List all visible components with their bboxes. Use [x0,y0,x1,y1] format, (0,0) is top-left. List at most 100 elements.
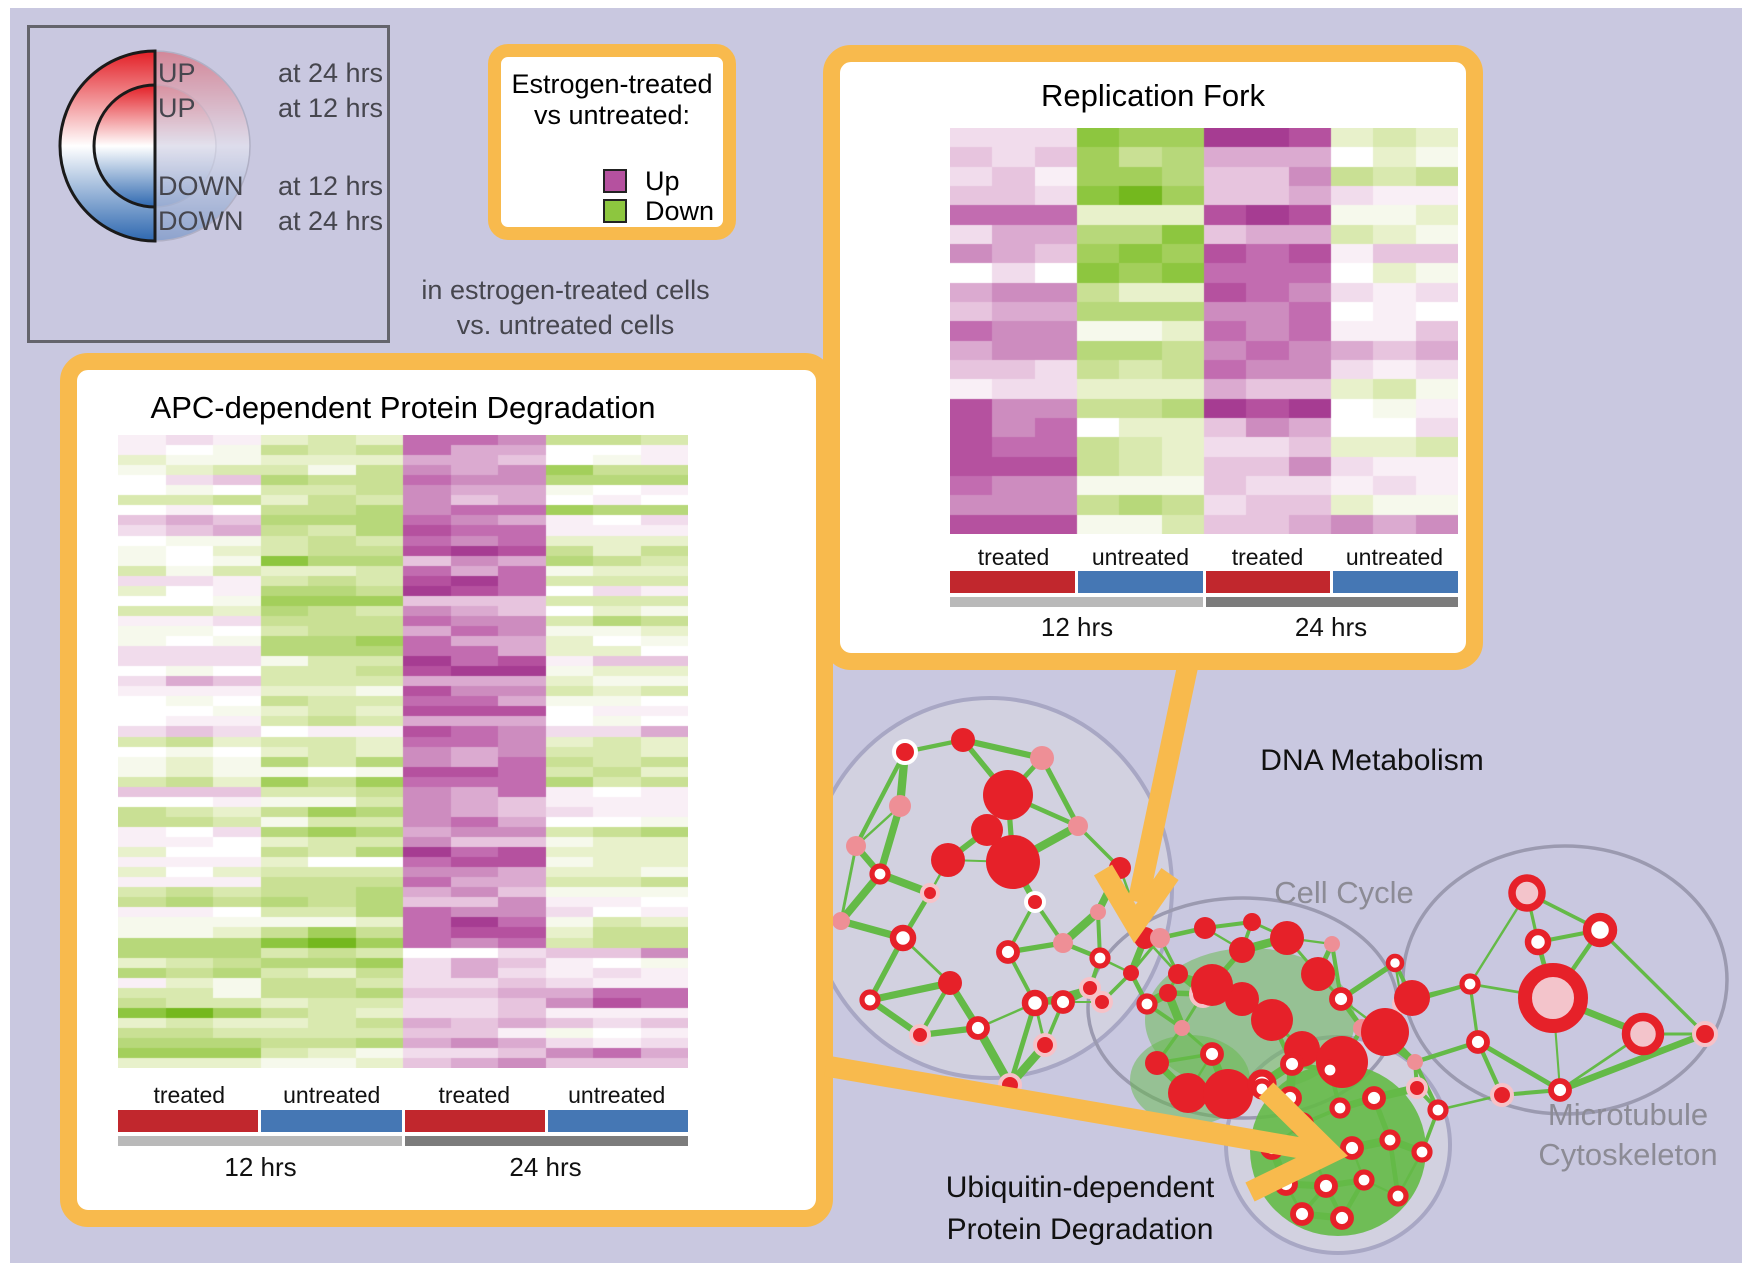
treated-bar [404,1110,545,1132]
network-node [1290,1112,1314,1136]
network-node [1582,912,1618,948]
network-edge [876,802,904,878]
network-node [1123,965,1139,981]
network-edge [853,749,908,849]
network-node [938,971,962,995]
network-node [1411,1141,1433,1163]
network-node [1090,904,1106,920]
scale-dir-up-24: UP [158,58,196,88]
group-label: untreated [1091,544,1190,570]
time-label-12: 12 hrs [224,1152,297,1182]
network-node [1524,928,1552,956]
network-node [1051,990,1075,1014]
network-node [1136,993,1158,1015]
network-node [1024,891,1046,913]
legend-item-down: Down [603,196,715,226]
network-edge [1475,1039,1563,1093]
updown-title-line2: vs untreated: [533,100,691,130]
replication-group-labels: treated untreated treated untreated [950,544,1458,570]
time-label-24: 24 hrs [1294,612,1368,642]
group-label: untreated [1345,544,1444,570]
network-node [1260,1136,1284,1160]
network-node [1274,1172,1298,1196]
network-node [1301,957,1335,991]
up-magenta-swatch-icon [603,169,627,193]
network-node [1518,963,1588,1033]
untreated-bar [261,1110,402,1132]
treated-bar [1205,571,1331,593]
network-node [1340,1136,1364,1160]
legend-item-up: Up [603,166,680,196]
cluster-label: Microtubule [1548,1097,1708,1132]
network-node [1490,1083,1514,1107]
network-node [1394,980,1430,1016]
scale-time-24: at 24 hrs [278,58,384,88]
network-node [1508,874,1546,912]
network-node [1329,1097,1351,1119]
network-node [1150,928,1170,948]
network-node [1692,1021,1718,1047]
network-node [996,940,1020,964]
network-node [1361,1008,1409,1056]
network-node [1278,1086,1302,1110]
network-node [983,770,1033,820]
network-node [1168,1073,1208,1113]
network-node [1314,1174,1338,1198]
time-label-12: 12 hrs [1040,612,1114,642]
updown-gradient-circles-icon [58,49,251,243]
network-node [1079,977,1101,999]
replication-heatmap [950,128,1458,534]
scale-dir-down-24: DOWN [158,206,244,236]
network-node [889,795,911,817]
untreated-bar [1077,571,1203,593]
network-node [1324,936,1340,952]
network-node [1145,1051,1169,1075]
apc-group-labels: treated untreated treated untreated [118,1082,688,1108]
network-node [1280,1052,1304,1076]
group-label: treated [1231,544,1304,570]
network-edge [1598,928,1707,1036]
network-node [1385,953,1405,973]
group-label: untreated [568,1082,666,1108]
network-node [832,912,850,930]
color-scale-legend: UP at 24 hrs UP at 12 hrs DOWN at 12 hrs… [27,25,710,343]
apc-condition-bars [118,1110,688,1132]
network-node [1053,933,1073,953]
network-node [846,836,866,856]
network-node [1068,816,1088,836]
apc-heatmap [118,435,688,1068]
network-node [1159,984,1177,1002]
network-edge [1039,755,1081,829]
untreated-bar [1333,571,1458,593]
network-node [1319,1059,1341,1081]
cluster-label: Protein Degradation [947,1213,1214,1246]
network-node [1466,1030,1490,1054]
network-node [1353,1169,1375,1191]
apc-degradation-panel: APC-dependent Protein Degradation treate… [60,353,833,1227]
up-label: Up [645,166,680,196]
cluster-label: Ubiquitin-dependent [946,1171,1215,1204]
network-node [1021,989,1049,1017]
network-node [986,835,1040,889]
time-bar-12 [118,1136,402,1146]
network-node [966,1016,990,1040]
network-node [859,989,881,1011]
network-node [1406,1077,1428,1099]
network-node [1203,1069,1253,1119]
network-node [971,814,1003,846]
down-green-swatch-icon [603,199,627,223]
cluster-label: DNA Metabolism [1260,744,1483,777]
down-label: Down [645,196,715,226]
network-node [892,739,918,765]
network-node [951,728,975,752]
apc-time-labels: 12 hrs 24 hrs [118,1152,688,1182]
network-node [1229,937,1255,963]
updown-legend-title: Estrogen-treated vs untreated: [501,69,723,131]
cluster-ellipse-dna-metabolism [806,696,1174,1080]
network-edge [1556,1030,1709,1094]
group-label: treated [153,1082,226,1108]
scale-dir-down-12: DOWN [158,171,244,201]
network-node [1225,982,1259,1016]
estrogen-updown-legend: Estrogen-treated vs untreated: Up Down [488,44,736,240]
